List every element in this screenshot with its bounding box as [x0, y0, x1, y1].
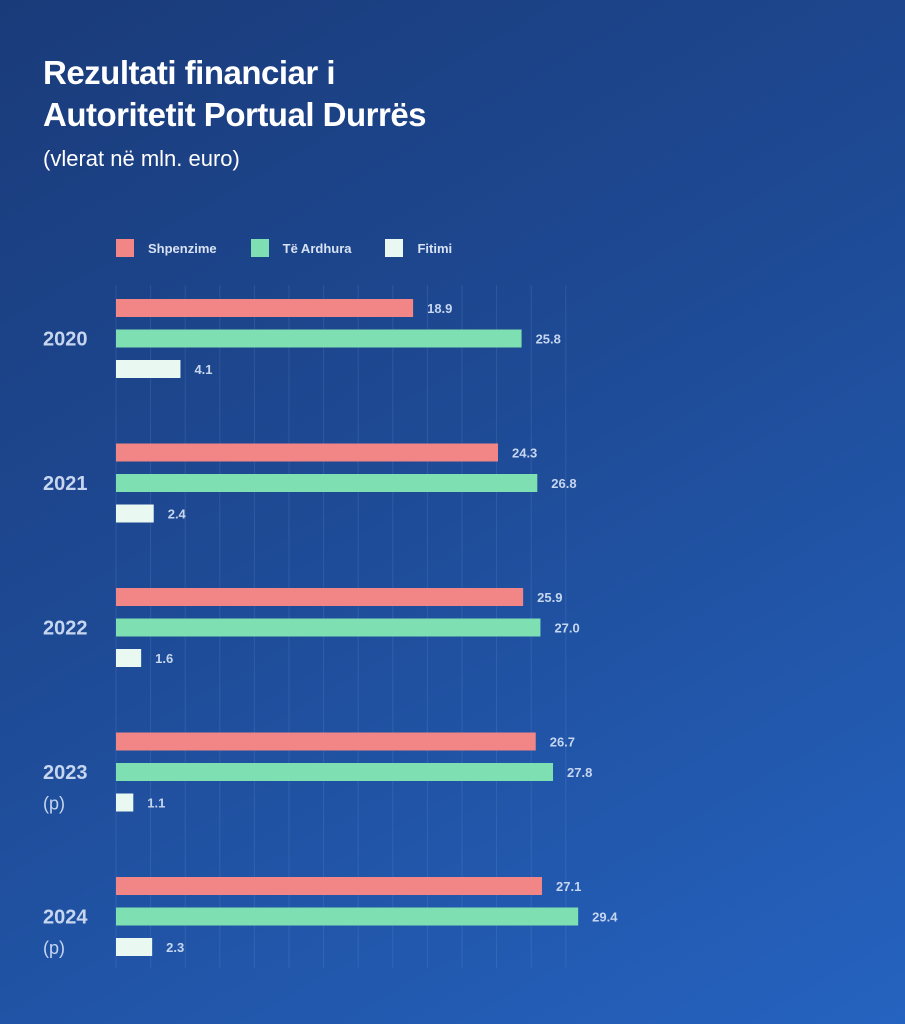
legend-swatch-profit [385, 239, 404, 257]
bar-profit-2024 [116, 938, 153, 956]
bar-revenue-2022 [116, 618, 541, 637]
bar-expenses-2020 [116, 299, 414, 317]
legend-label-revenue: Të Ardhura [282, 240, 352, 256]
bar-expenses-2022 [116, 588, 524, 606]
bar-profit-2020 [116, 360, 181, 378]
bar-expenses-2023 [116, 732, 536, 751]
bar-revenue-2024 [116, 907, 579, 926]
legend-item-revenue: Të Ardhura [250, 239, 352, 257]
bar-value-label-revenue-2020: 25.8 [536, 332, 561, 347]
legend-label-profit: Fitimi [417, 240, 453, 256]
bar-value-label-expenses-2022: 25.9 [537, 590, 562, 605]
bar-expenses-2024 [116, 877, 543, 895]
legend-swatch-expenses [116, 239, 134, 257]
bar-value-label-profit-2020: 4.1 [194, 362, 212, 377]
category-note-2023: (p) [43, 794, 65, 814]
chart-title-line-1: Rezultati financiar i [43, 54, 336, 91]
bar-value-label-profit-2024: 2.3 [166, 940, 184, 955]
legend-swatch-revenue [250, 239, 269, 257]
legend-item-profit: Fitimi [385, 239, 452, 257]
bar-value-label-revenue-2024: 29.4 [592, 910, 618, 925]
legend-item-expenses: Shpenzime [116, 239, 217, 257]
category-label-2021: 2021 [43, 473, 88, 495]
category-label-2023: 2023 [43, 762, 88, 784]
bar-revenue-2023 [116, 763, 554, 781]
legend-label-expenses: Shpenzime [148, 240, 217, 256]
bar-profit-2022 [116, 649, 142, 667]
bar-value-label-expenses-2021: 24.3 [512, 446, 537, 461]
bar-value-label-profit-2022: 1.6 [155, 651, 173, 666]
bar-profit-2023 [116, 793, 134, 812]
bar-value-label-revenue-2023: 27.8 [567, 765, 592, 780]
bar-revenue-2020 [116, 329, 522, 348]
category-label-2024: 2024 [43, 907, 88, 929]
bar-value-label-expenses-2024: 27.1 [556, 879, 581, 894]
chart-subtitle: (vlerat në mln. euro) [43, 146, 240, 171]
category-note-2024: (p) [43, 938, 65, 958]
category-label-2022: 2022 [43, 618, 88, 640]
bar-value-label-expenses-2023: 26.7 [550, 735, 575, 750]
bar-value-label-profit-2023: 1.1 [147, 796, 165, 811]
chart-title: Rezultati financiar i Autoritetit Portua… [43, 52, 427, 136]
bar-revenue-2021 [116, 474, 538, 492]
bar-expenses-2021 [116, 443, 498, 462]
chart-title-line-2: Autoritetit Portual Durrës [43, 96, 427, 133]
bar-value-label-profit-2021: 2.4 [168, 507, 187, 522]
bar-profit-2021 [116, 504, 154, 523]
category-label-2020: 2020 [43, 329, 88, 351]
legend: Shpenzime Të Ardhura Fitimi [116, 239, 486, 257]
bar-value-label-revenue-2021: 26.8 [551, 476, 576, 491]
bar-value-label-revenue-2022: 27.0 [554, 621, 579, 636]
bar-value-label-expenses-2020: 18.9 [427, 301, 452, 316]
